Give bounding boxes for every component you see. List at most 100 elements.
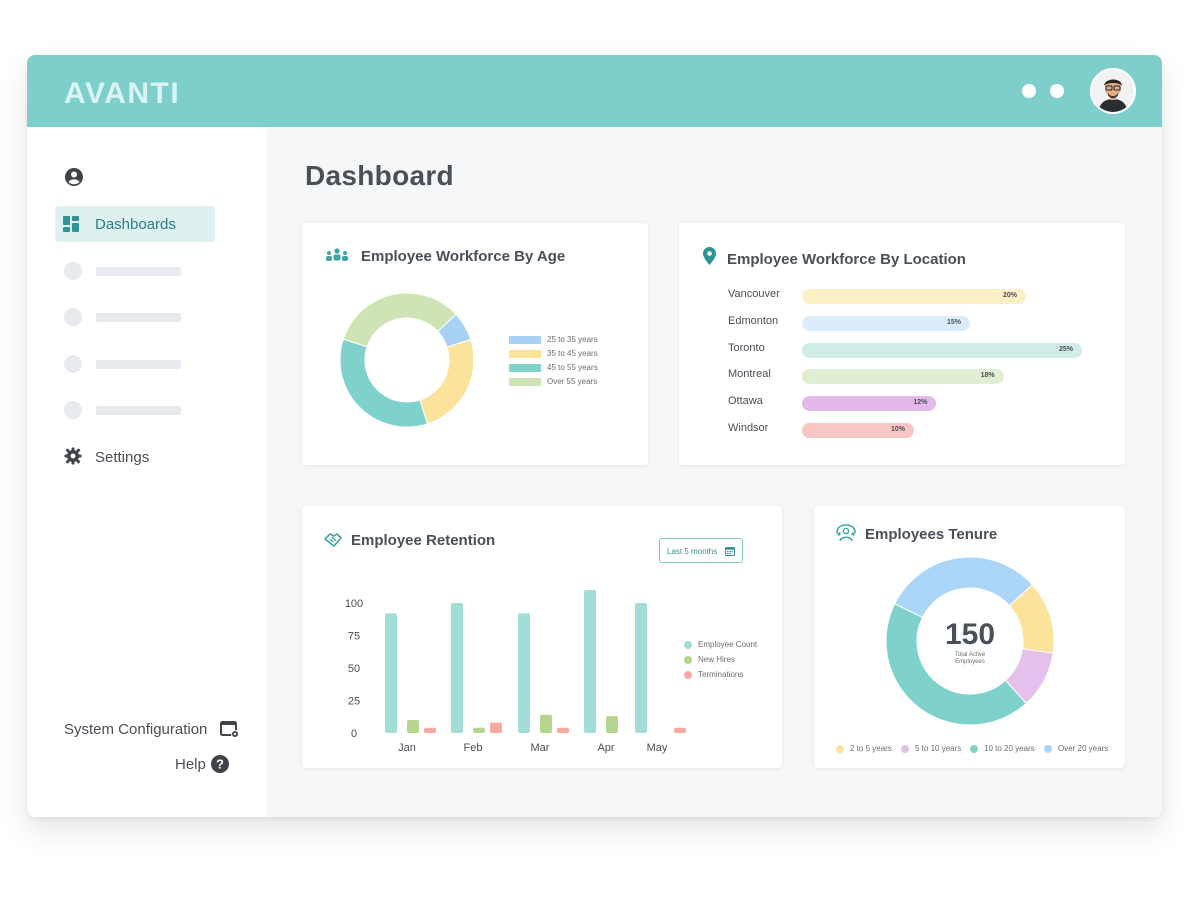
bar-terminations[interactable] — [557, 727, 569, 733]
legend-swatch — [836, 744, 844, 753]
total-employees-label: Total Active Employees — [915, 652, 1025, 666]
legend-swatch — [509, 335, 541, 344]
y-tick-label: 25 — [348, 696, 360, 708]
sidebar: Dashboards Settings System Configuration… — [27, 127, 266, 817]
y-tick-label: 50 — [348, 663, 360, 675]
location-bar[interactable]: 25% — [802, 342, 1082, 358]
location-row: Windsor 10% — [679, 421, 1099, 439]
system-configuration-label: System Configuration — [64, 721, 208, 738]
help-link[interactable]: Help ? — [137, 753, 242, 775]
location-bar[interactable]: 12% — [802, 396, 937, 412]
location-name: Ottawa — [728, 395, 763, 408]
placeholder-bar — [96, 267, 181, 276]
legend-item: 35 to 45 years — [509, 349, 598, 358]
bar-terminations[interactable] — [490, 722, 502, 733]
age-donut-chart — [339, 292, 475, 428]
location-name: Windsor — [728, 422, 769, 434]
placeholder-bar — [96, 360, 181, 369]
legend-swatch — [684, 640, 692, 649]
sidebar-item-placeholder[interactable] — [64, 354, 214, 374]
system-configuration-link[interactable]: System Configuration — [64, 719, 244, 741]
card-title: Employee Retention — [351, 532, 496, 549]
location-name: Vancouver — [728, 288, 780, 300]
sidebar-item-placeholder[interactable] — [64, 261, 214, 281]
app-logo[interactable]: AVANTI — [64, 77, 181, 110]
people-icon — [835, 524, 857, 547]
location-bar-label: 20% — [1002, 292, 1017, 299]
card-title: Employee Workforce By Age — [361, 248, 566, 265]
bar-new-hires[interactable] — [606, 716, 618, 733]
location-bar-label: 15% — [946, 318, 961, 326]
location-row: Montreal 18% — [679, 367, 1099, 385]
sidebar-item-placeholder[interactable] — [64, 400, 214, 420]
date-range-label: Last 5 months — [667, 547, 718, 556]
avatar-portrait-icon — [1092, 70, 1134, 112]
location-bar-label: 18% — [980, 372, 995, 380]
user-avatar[interactable] — [1090, 68, 1136, 114]
legend-label: Over 20 years — [1058, 744, 1109, 753]
location-name: Edmonton — [728, 314, 779, 327]
location-bar-label: 10% — [890, 426, 905, 433]
location-name: Montreal — [728, 368, 771, 381]
sidebar-item-placeholder[interactable] — [64, 307, 214, 327]
bar-new-hires[interactable] — [540, 714, 552, 733]
donut-slice-45-to-55-years[interactable] — [339, 338, 429, 428]
location-bar[interactable]: 20% — [802, 289, 1026, 304]
user-circle-icon[interactable] — [64, 167, 84, 192]
legend-swatch — [684, 670, 692, 679]
donut-slice-over-55-years[interactable] — [342, 292, 457, 348]
status-dot — [1022, 84, 1036, 98]
legend-item: Over 55 years — [509, 377, 597, 386]
legend-item: Terminations — [684, 670, 743, 679]
question-circle-icon: ? — [210, 754, 230, 779]
svg-text:?: ? — [216, 757, 224, 772]
bar-new-hires[interactable] — [407, 720, 419, 733]
bar-employee-count[interactable] — [518, 613, 530, 733]
total-employees-value: 150 — [944, 618, 996, 651]
placeholder-circle — [64, 355, 82, 373]
date-range-button[interactable]: Last 5 months — [659, 538, 743, 563]
location-bar[interactable]: 18% — [802, 369, 1004, 385]
placeholder-bar — [96, 313, 181, 322]
window-gear-icon — [220, 721, 240, 744]
legend-swatch — [509, 349, 541, 358]
sidebar-item-settings[interactable]: Settings — [64, 446, 214, 468]
sidebar-item-dashboards[interactable]: Dashboards — [55, 206, 215, 242]
page-title: Dashboard — [305, 160, 454, 191]
bar-employee-count[interactable] — [451, 603, 463, 733]
bar-employee-count[interactable] — [584, 590, 596, 733]
bar-new-hires[interactable] — [473, 727, 485, 733]
handshake-icon — [324, 532, 342, 553]
location-bar[interactable]: 10% — [802, 423, 914, 438]
dashboard-grid-icon — [63, 216, 79, 237]
x-tick-label: May — [647, 742, 668, 754]
location-row: Toronto 25% — [679, 341, 1099, 359]
bar-terminations[interactable] — [674, 727, 686, 733]
donut-slice-over-20-years[interactable] — [894, 556, 1034, 619]
placeholder-circle — [64, 262, 82, 280]
donut-slice-35-to-45-years[interactable] — [419, 338, 475, 425]
legend-swatch — [1044, 744, 1052, 753]
total-label-line2: Employees — [955, 659, 985, 665]
location-bar[interactable]: 15% — [802, 315, 970, 331]
placeholder-bar — [96, 406, 181, 415]
card-title: Employee Workforce By Location — [727, 251, 966, 268]
retention-bar-chart: 0 25 50 75 100 Jan Feb Mar Apr May — [345, 590, 686, 754]
legend-label: Employee Count — [698, 640, 758, 649]
legend-item: Employee Count — [684, 640, 757, 649]
x-tick-label: Apr — [597, 742, 614, 754]
employees-tenure-card: Employees Tenure 150 Total Active Employe… — [814, 506, 1125, 768]
x-tick-label: Jan — [398, 742, 416, 754]
legend-item: 25 to 35 years — [509, 335, 598, 344]
bar-employee-count[interactable] — [385, 613, 397, 733]
bar-employee-count[interactable] — [635, 603, 647, 733]
bar-terminations[interactable] — [424, 727, 436, 733]
employee-retention-card: Employee Retention Last 5 months 0 25 50 75… — [302, 506, 782, 768]
sidebar-item-label: Dashboards — [95, 216, 176, 233]
donut-slice-10-to-20-years[interactable] — [885, 602, 1027, 726]
team-icon — [324, 248, 350, 267]
legend-swatch — [509, 363, 541, 372]
y-tick-label: 0 — [351, 728, 357, 740]
legend-item: Over 20 years — [1044, 744, 1108, 753]
placeholder-circle — [64, 308, 82, 326]
